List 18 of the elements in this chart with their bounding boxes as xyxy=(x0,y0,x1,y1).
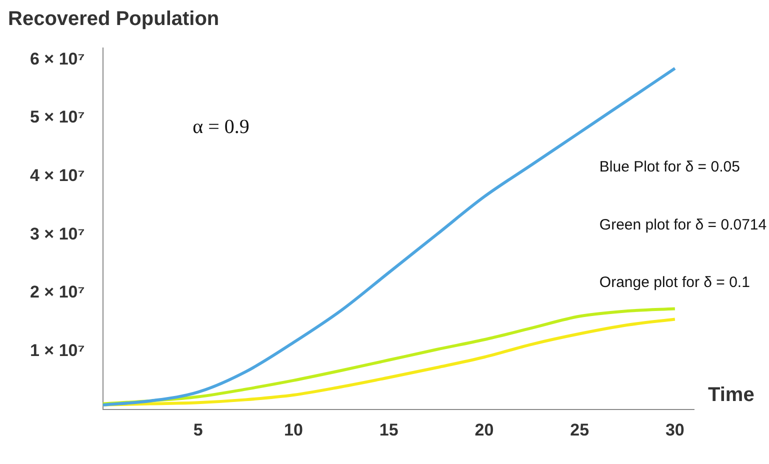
x-tick-label: 20 xyxy=(474,420,494,440)
annotation: α = 0.9 xyxy=(192,116,250,138)
x-tick-label: 30 xyxy=(665,420,684,440)
chart-title: Recovered Population xyxy=(8,8,220,31)
x-tick-label: 15 xyxy=(379,420,398,440)
annotation: Blue Plot for δ = 0.05 xyxy=(599,158,740,176)
x-axis-title: Time xyxy=(708,384,754,406)
y-tick-label: 2 × 10⁷ xyxy=(30,282,85,302)
y-tick-label: 6 × 10⁷ xyxy=(30,49,85,68)
annotation: Orange plot for δ = 0.1 xyxy=(599,274,750,292)
annotation: Green plot for δ = 0.0714 xyxy=(599,216,767,234)
x-tick-label: 5 xyxy=(193,420,203,440)
y-tick-label: 1 × 10⁷ xyxy=(30,340,85,360)
y-tick-label: 3 × 10⁷ xyxy=(30,224,85,244)
x-tick-label: 10 xyxy=(284,420,303,440)
y-tick-label: 4 × 10⁷ xyxy=(30,166,85,185)
x-tick-label: 25 xyxy=(570,420,590,440)
y-tick-label: 5 × 10⁷ xyxy=(30,108,85,127)
